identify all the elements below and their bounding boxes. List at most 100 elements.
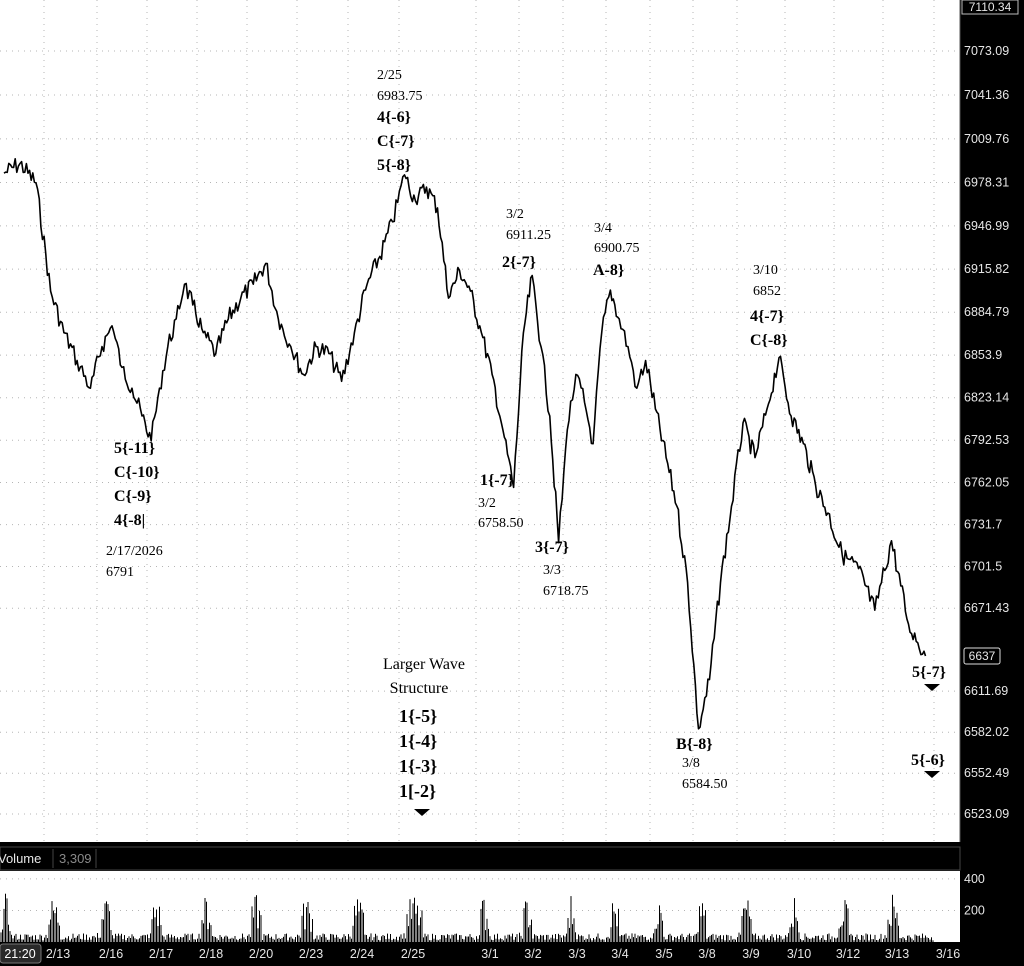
- y-tick-label: 6582.02: [964, 725, 1009, 739]
- volume-bar: [576, 939, 578, 942]
- volume-bar: [221, 936, 222, 942]
- x-tick-label: 3/9: [742, 947, 759, 961]
- volume-bar: [895, 918, 896, 942]
- volume-bar: [184, 933, 186, 942]
- top-price-text: 7110.34: [969, 0, 1012, 14]
- volume-bar: [140, 935, 142, 942]
- volume-header: [0, 846, 961, 871]
- volume-bar: [200, 938, 201, 942]
- volume-bar: [522, 938, 523, 942]
- volume-bar: [627, 938, 628, 942]
- volume-bar: [634, 933, 636, 942]
- volume-bar: [281, 938, 283, 942]
- pivot-date: 3/2: [478, 496, 496, 511]
- volume-panel[interactable]: [0, 871, 960, 942]
- volume-bar: [354, 905, 355, 942]
- volume-bar: [20, 934, 21, 942]
- volume-bar: [405, 938, 406, 942]
- volume-bar: [80, 938, 81, 942]
- volume-bar: [148, 938, 150, 942]
- volume-bar: [537, 936, 538, 942]
- volume-bar: [168, 933, 169, 942]
- volume-bar: [330, 933, 331, 942]
- annotation-high-3-10: 3/10 6852 4{-7} C{-8}: [750, 263, 788, 349]
- volume-bar: [899, 938, 901, 942]
- volume-bar: [210, 925, 212, 942]
- volume-bar: [66, 938, 68, 942]
- volume-bar: [714, 939, 715, 942]
- x-tick-label: 3/12: [836, 947, 860, 961]
- y-tick-label: 6611.69: [964, 684, 1008, 698]
- volume-bar: [5, 893, 6, 942]
- volume-bar: [233, 938, 234, 942]
- volume-bar: [393, 938, 394, 942]
- volume-bar: [423, 937, 424, 942]
- volume-bar: [908, 935, 910, 942]
- volume-bar: [859, 939, 861, 942]
- volume-bar: [797, 921, 798, 942]
- volume-bar: [3, 908, 5, 942]
- volume-bar: [116, 935, 118, 942]
- volume-bar: [236, 939, 237, 942]
- pivot-price: 6900.75: [594, 241, 640, 256]
- volume-bar: [925, 935, 926, 942]
- price-panel[interactable]: [0, 0, 960, 842]
- volume-bar: [8, 924, 9, 942]
- x-tick-label: 2/24: [350, 947, 374, 961]
- volume-bar: [183, 937, 184, 942]
- volume-bar: [289, 937, 290, 942]
- volume-bar: [659, 905, 660, 942]
- volume-bar: [491, 939, 492, 942]
- volume-bar: [124, 935, 125, 942]
- volume-bar: [672, 940, 674, 942]
- volume-bar: [572, 924, 573, 942]
- volume-bar: [321, 936, 322, 942]
- volume-bar: [803, 940, 804, 942]
- volume-bar: [327, 939, 328, 942]
- volume-bar: [98, 937, 100, 942]
- volume-bar: [468, 936, 469, 942]
- price-axis-panel: [960, 0, 1024, 842]
- volume-bar: [192, 933, 193, 942]
- wave-label: 4{-7}: [750, 308, 784, 325]
- volume-bar: [385, 939, 387, 942]
- volume-bar: [224, 936, 225, 942]
- volume-bar: [621, 935, 622, 942]
- volume-bar: [666, 939, 668, 942]
- volume-bar: [538, 938, 540, 942]
- volume-bar: [486, 918, 488, 942]
- volume-bar: [334, 937, 336, 942]
- volume-bar: [497, 933, 498, 942]
- y-tick-label: 6823.14: [964, 391, 1009, 405]
- pivot-price: 6584.50: [682, 777, 728, 792]
- annotation-target-5-6: 5{-6}: [911, 752, 945, 778]
- volume-bar: [495, 938, 497, 942]
- volume-bar: [738, 932, 740, 942]
- y-tick-label: 6792.53: [964, 433, 1009, 447]
- volume-bar: [222, 938, 224, 942]
- volume-bar: [500, 938, 501, 942]
- volume-bar: [469, 934, 471, 942]
- volume-bar: [844, 900, 846, 942]
- wave-label: 1{-3}: [399, 756, 437, 776]
- volume-bar: [93, 935, 95, 942]
- volume-bar: [303, 903, 304, 942]
- volume-bar: [498, 939, 500, 942]
- volume-bar: [397, 940, 399, 942]
- volume-bar: [913, 940, 914, 942]
- wave-label: 5{-8}: [377, 157, 411, 174]
- volume-bar: [509, 934, 510, 942]
- volume-bar: [834, 937, 835, 942]
- volume-bar: [616, 926, 618, 942]
- time-badge: 21:20: [0, 943, 42, 964]
- volume-bar: [782, 939, 783, 942]
- volume-bar: [230, 938, 231, 942]
- annotation-low-3-2: 1{-7} 3/2 6758.50: [478, 472, 524, 531]
- volume-bar: [268, 933, 269, 942]
- time-axis: [0, 942, 1024, 966]
- volume-bar: [603, 939, 605, 942]
- wave-label: 3{-7}: [535, 539, 569, 556]
- volume-bar: [442, 935, 444, 942]
- volume-bar: [519, 932, 520, 942]
